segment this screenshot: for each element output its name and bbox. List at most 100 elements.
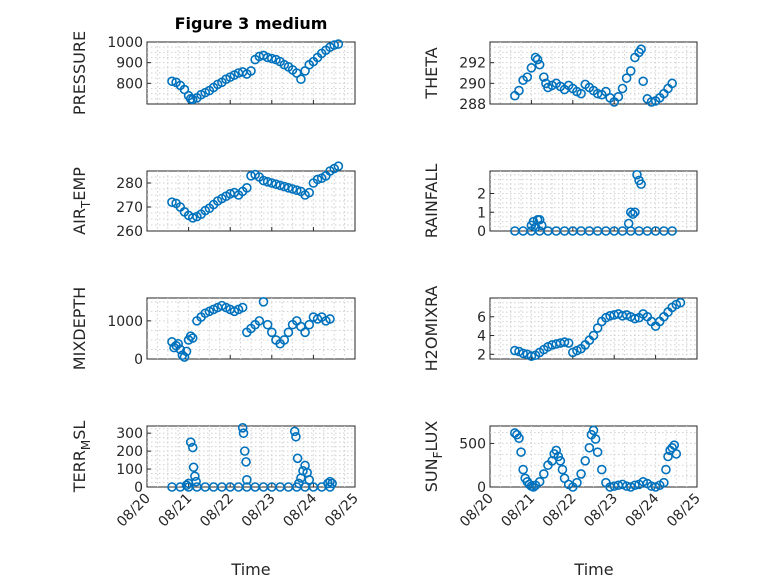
x-tick-label: 08/23 (239, 491, 279, 531)
data-point (271, 179, 281, 189)
data-point (329, 40, 340, 50)
data-point (636, 44, 646, 55)
data-point (262, 319, 273, 330)
y-tick-label: 500 (459, 436, 486, 452)
plot-area (489, 170, 698, 232)
data-point (555, 456, 566, 466)
y-tick-label: 0 (134, 480, 143, 496)
data-point (539, 72, 549, 82)
data-point (663, 451, 673, 462)
data-point (584, 442, 595, 453)
x-tick-label: 08/21 (498, 491, 538, 531)
x-tick-label: 08/21 (156, 491, 196, 531)
data-point (534, 214, 545, 225)
x-tick-label: 08/22 (540, 491, 580, 531)
figure-title: Figure 3 medium (175, 14, 328, 33)
data-point (669, 440, 680, 450)
data-point (671, 449, 682, 459)
data-point (630, 480, 640, 491)
subplot-h2omixra: 2 4 6 H2OMIXRA (422, 286, 698, 372)
data-point (325, 476, 335, 487)
x-tick-label: 08/24 (623, 490, 663, 530)
data-point (534, 59, 545, 70)
y-tick-label: 900 (116, 56, 143, 72)
y-tick-label: 288 (459, 97, 486, 113)
data-point (539, 469, 549, 479)
data-point (661, 464, 671, 475)
data-point (592, 323, 603, 333)
data-point (522, 72, 533, 82)
data-point (175, 344, 186, 355)
x-axis-label-left: Time (230, 560, 270, 579)
y-tick-label: 280 (116, 176, 143, 192)
data-point (510, 345, 520, 356)
data-point (675, 297, 686, 308)
y-tick-label: 1000 (107, 35, 143, 51)
data-point (173, 338, 183, 349)
data-point (181, 346, 192, 357)
data-point (617, 83, 628, 94)
data-point (659, 477, 669, 488)
data-point (179, 352, 190, 362)
data-point (623, 218, 634, 229)
data-point (526, 351, 537, 361)
data-point (667, 78, 677, 89)
data-point (592, 447, 603, 457)
data-point (636, 179, 646, 189)
x-tick-label: 08/20 (457, 491, 497, 531)
data-point (304, 187, 315, 198)
x-tick-label: 08/24 (280, 490, 320, 530)
data-point (563, 338, 574, 348)
data-point (518, 348, 528, 359)
data-point (534, 476, 545, 487)
y-tick-label: 290 (459, 76, 486, 92)
data-point (183, 478, 194, 489)
data-point (590, 434, 601, 444)
data-point (323, 478, 333, 489)
data-point (630, 207, 640, 218)
data-point (287, 184, 298, 194)
y-tick-label: 2 (477, 187, 486, 203)
y-tick-label: 2 (477, 347, 486, 363)
data-point (325, 314, 335, 324)
y-tick-label: 260 (116, 224, 143, 240)
y-tick-label: 4 (477, 329, 486, 345)
data-point (628, 209, 638, 219)
data-point (516, 447, 526, 457)
subplot-mixdepth: 0 1000 MIXDEPTH (70, 287, 356, 370)
data-point (187, 333, 198, 343)
subplot-pressure: 800 900 1000 PRESSURE (70, 31, 356, 115)
subplot-rainfall: 0 1 2 RAINFALL (422, 164, 698, 240)
data-point (632, 169, 642, 180)
y-tick-label: 292 (459, 56, 486, 72)
data-point (530, 52, 541, 63)
data-point (291, 431, 301, 442)
data-point (526, 63, 537, 73)
y-axis-label: H2OMIXRA (422, 286, 441, 372)
data-point (266, 178, 277, 188)
y-tick-label: 100 (116, 462, 143, 478)
data-point (185, 437, 196, 447)
y-tick-label: 800 (116, 76, 143, 92)
data-point (188, 462, 199, 473)
data-point (242, 475, 252, 485)
data-point (596, 464, 607, 475)
y-axis-label: AIRTEMP (70, 167, 93, 235)
y-axis-label: MIXDEPTH (70, 287, 89, 370)
data-point (187, 213, 198, 223)
data-point (613, 91, 624, 102)
x-tick-label: 08/20 (114, 491, 154, 531)
y-axis-label: TERRMSL (70, 421, 93, 494)
data-point (275, 180, 285, 191)
data-point (254, 316, 265, 326)
y-tick-label: 1000 (107, 314, 143, 330)
data-point (304, 319, 315, 330)
data-point (625, 207, 636, 218)
data-point (279, 335, 290, 345)
data-point (300, 327, 310, 338)
data-point (572, 477, 582, 488)
y-axis-label: RAINFALL (422, 164, 441, 239)
data-point (242, 183, 252, 193)
data-point (185, 331, 196, 341)
data-point (289, 426, 300, 437)
